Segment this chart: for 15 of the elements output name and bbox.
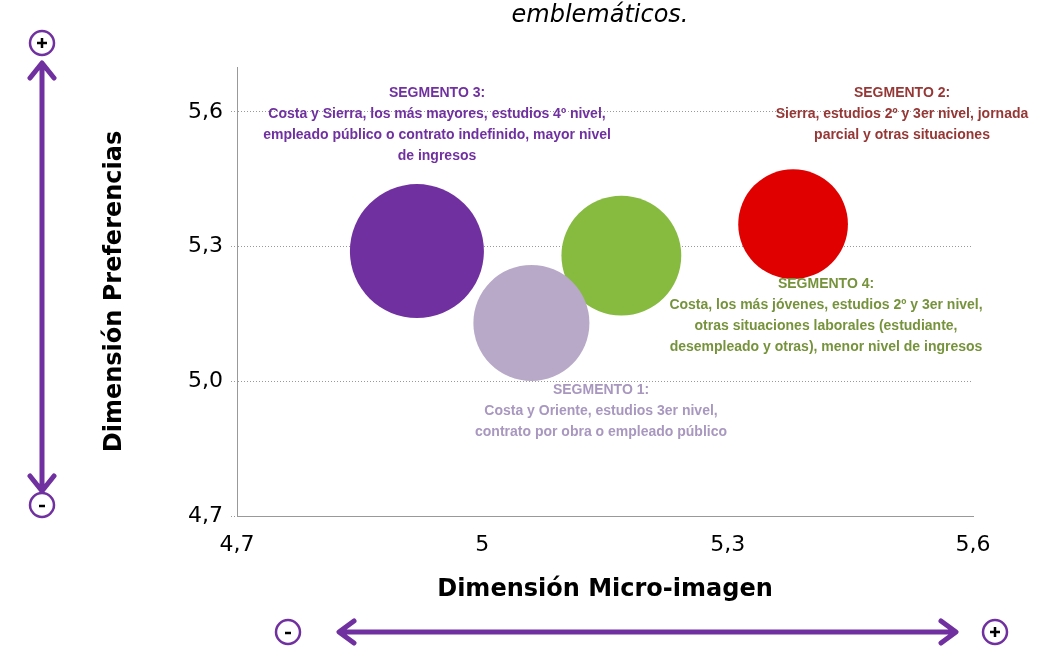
y-axis-title: Dimensión Preferencias (98, 130, 127, 453)
y-tick-label: 5,0 (188, 367, 223, 393)
x-tick-label: 5,3 (710, 530, 746, 556)
x-axis-title: Dimensión Micro-imagen (437, 573, 773, 602)
series-label: SEGMENTO 1: Costa y Oriente, estudios 3er nivel, contrato por obra o empleado público (474, 380, 728, 439)
text: SEGMENTO 3: Costa y Sierra, los más mayores, estudios 4º nivel, empleado público o contrato indefinido, mayor nivel de ingresos (263, 83, 611, 163)
x-tick-label: 5,6 (955, 530, 991, 556)
x-tick-label: 5 (475, 530, 490, 556)
y-tick-label: 5,3 (188, 232, 223, 258)
series-label: SEGMENTO 4: Costa, los más jóvenes, estudios 2º y 3er nivel, otras situaciones laborales (estudiante, desempleado y otras), menor nivel de ingresos (669, 274, 983, 354)
y-tick-label: 4,7 (188, 501, 223, 527)
chart-title: emblemáticos. (511, 0, 689, 29)
text: SEGMENTO 2: Sierra, estudios 2º y 3er nivel, jornada parcial y otras situaciones (775, 83, 1029, 142)
x-tick-label: 4,7 (219, 530, 255, 556)
y-tick-label: 5,6 (188, 97, 223, 123)
